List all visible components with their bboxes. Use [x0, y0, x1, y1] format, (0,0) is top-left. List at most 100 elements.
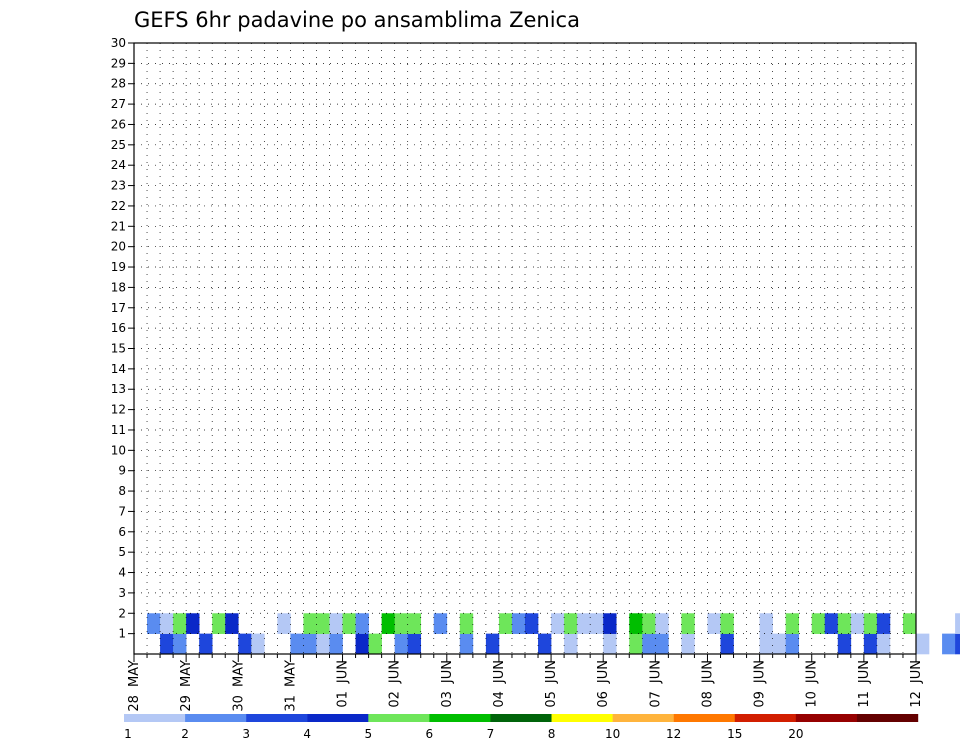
heatmap-cell: [837, 613, 852, 634]
heatmap-cell: [381, 613, 395, 634]
heatmap-cell: [173, 613, 187, 634]
y-tick-label: 27: [111, 97, 126, 111]
x-tick-label: 08 JUN: [700, 660, 715, 708]
y-tick-label: 22: [111, 199, 126, 213]
heatmap-cell: [785, 613, 799, 634]
heatmap-cell: [720, 633, 734, 655]
colorbar-swatch: [673, 714, 735, 722]
heatmap-cell: [160, 633, 174, 655]
x-tick-month: JUN: [544, 660, 559, 684]
heatmap-cell: [603, 613, 617, 634]
x-tick-month: JUN: [805, 660, 820, 684]
x-tick-day: 11: [857, 691, 872, 708]
heatmap-cell: [759, 633, 773, 655]
y-tick-label: 11: [111, 423, 126, 437]
y-tick-label: 21: [111, 219, 126, 233]
colorbar-swatch: [734, 714, 797, 722]
y-tick-label: 19: [111, 260, 126, 274]
heatmap-cell: [655, 633, 669, 655]
x-tick-month: JUN: [596, 660, 611, 684]
x-tick-label: 02 JUN: [388, 660, 403, 708]
heatmap-cell: [316, 633, 330, 655]
x-tick-day: 06: [596, 691, 611, 708]
colorbar-level-label: 20: [788, 727, 803, 741]
x-tick-day: 30: [231, 695, 246, 712]
colorbar-level-label: 4: [303, 727, 311, 741]
heatmap-cell: [238, 633, 252, 655]
x-tick-label: 03 JUN: [440, 660, 455, 708]
heatmap-cell: [459, 613, 474, 634]
heatmap-cell: [199, 633, 213, 655]
colorbar-swatch: [795, 714, 858, 722]
heatmap-cell: [394, 633, 408, 655]
y-axis: 1234567891011121314151617181920212223242…: [111, 36, 134, 641]
heatmap-cell: [407, 613, 422, 634]
y-tick-label: 17: [111, 301, 126, 315]
x-axis: 28 MAY 29 MAY 30 MAY 31 MAY 01 JUN 02 JUN 03 JUN 04 JUN…: [127, 654, 924, 712]
y-tick-label: 7: [118, 504, 126, 518]
heatmap-cell: [955, 633, 960, 655]
heatmap-cell: [355, 633, 369, 655]
heatmap-cell: [824, 613, 839, 634]
heatmap-cell: [342, 613, 356, 634]
heatmap-cell: [603, 633, 617, 655]
heatmap-cell: [759, 613, 773, 634]
x-tick-label: 30 MAY: [231, 660, 246, 712]
y-tick-label: 10: [111, 443, 126, 457]
x-tick-label: 01 JUN: [336, 660, 351, 708]
heatmap-cell: [850, 613, 865, 634]
heatmap-cell: [876, 613, 891, 634]
heatmap-cell: [955, 613, 960, 634]
heatmap-cell: [837, 633, 852, 655]
heatmap-cell: [160, 613, 174, 634]
heatmap-cell: [433, 613, 448, 634]
heatmap-cell: [212, 613, 226, 634]
heatmap-cell: [186, 613, 200, 634]
x-tick-day: 03: [440, 691, 455, 708]
heatmap-cell: [225, 613, 239, 634]
heatmap-cell: [577, 613, 591, 634]
y-tick-label: 23: [111, 179, 126, 193]
y-tick-label: 9: [118, 464, 126, 478]
x-tick-day: 29: [179, 695, 194, 712]
y-tick-label: 5: [118, 545, 126, 559]
heatmap-cell: [772, 633, 786, 655]
x-tick-label: 31 MAY: [283, 660, 298, 712]
x-tick-month: MAY: [231, 660, 246, 687]
x-tick-day: 04: [492, 691, 507, 708]
x-tick-month: JUN: [440, 660, 455, 684]
heatmap-cell: [629, 633, 643, 655]
chart-title: GEFS 6hr padavine po ansamblima Zenica: [134, 8, 580, 32]
colorbar-swatch: [551, 714, 613, 722]
heatmap-cell: [863, 613, 878, 634]
heatmap-cell: [394, 613, 408, 634]
x-tick-label: 05 JUN: [544, 660, 559, 708]
colorbar-level-label: 6: [426, 727, 434, 741]
y-tick-label: 20: [111, 240, 126, 254]
y-tick-label: 24: [111, 158, 126, 172]
heatmap-cell: [329, 613, 343, 634]
colorbar-swatch: [490, 714, 552, 722]
colorbar-swatch: [429, 714, 491, 722]
colorbar-swatch: [307, 714, 369, 722]
heatmap-cell: [707, 613, 721, 634]
heatmap-cell: [590, 613, 604, 634]
heatmap-cell: [811, 613, 826, 634]
x-tick-label: 07 JUN: [648, 660, 663, 708]
x-tick-day: 09: [753, 691, 768, 708]
y-tick-label: 12: [111, 403, 126, 417]
y-tick-label: 25: [111, 138, 126, 152]
x-tick-day: 02: [388, 691, 403, 708]
heatmap-cell: [785, 633, 799, 655]
x-tick-month: JUN: [753, 660, 768, 684]
x-tick-month: JUN: [909, 660, 924, 684]
colorbar-level-label: 3: [242, 727, 250, 741]
heatmap-cell: [642, 613, 656, 634]
heatmap-cell: [303, 633, 317, 655]
heatmap-cell: [551, 613, 565, 634]
x-tick-month: JUN: [388, 660, 403, 684]
colorbar-level-label: 7: [487, 727, 495, 741]
y-tick-label: 1: [118, 627, 126, 641]
x-tick-day: 01: [336, 691, 351, 708]
